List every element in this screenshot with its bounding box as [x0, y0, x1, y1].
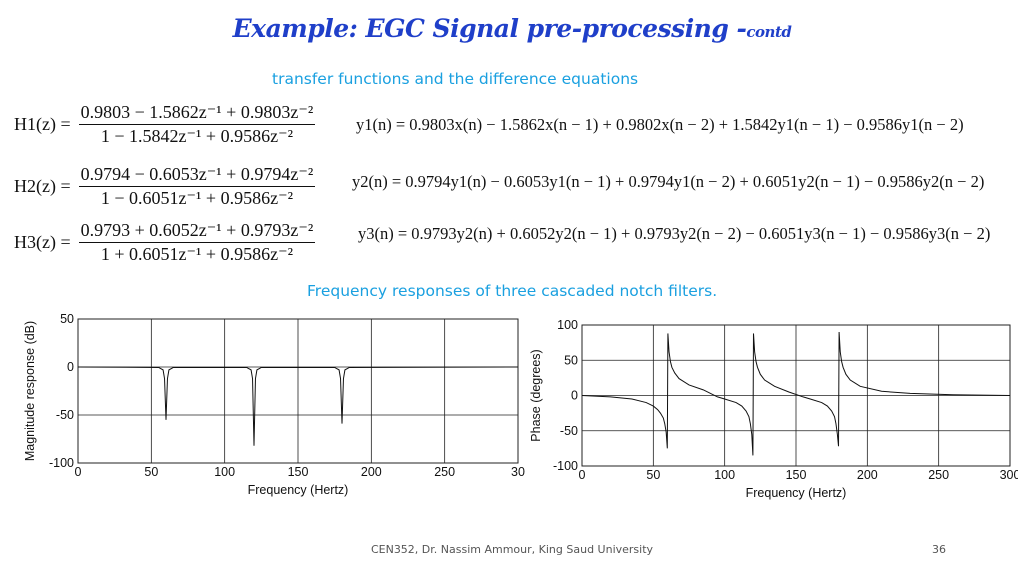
tf-lhs: H1(z) =	[14, 114, 71, 134]
y-tick-label: -50	[560, 424, 578, 438]
tf-denominator: 1 − 1.5842z⁻¹ + 0.9586z⁻²	[100, 126, 293, 146]
slide-title: Example: EGC Signal pre-processing -cont…	[0, 14, 1024, 43]
x-tick-label: 30	[511, 465, 525, 479]
series-line	[581, 332, 1011, 456]
x-axis-label: Frequency (Hertz)	[248, 483, 349, 497]
y-tick-label: 100	[557, 318, 578, 332]
x-tick-label: 100	[214, 465, 235, 479]
y-tick-label: -100	[553, 459, 578, 473]
x-tick-label: 100	[714, 468, 735, 482]
tf-denominator: 1 − 0.6051z⁻¹ + 0.9586z⁻²	[100, 188, 293, 208]
x-tick-label: 50	[646, 468, 660, 482]
transfer-function-3: H3(z) = 0.9793 + 0.6052z⁻¹ + 0.9793z⁻² 1…	[14, 220, 316, 265]
transfer-function-1: H1(z) = 0.9803 − 1.5862z⁻¹ + 0.9803z⁻² 1…	[14, 102, 316, 147]
magnitude-response-chart: 0 50 100 150 200 250 30 50 0 -50 -100 Frequency (He…	[23, 312, 525, 497]
series-line	[77, 366, 519, 446]
tf-numerator: 0.9794 − 0.6053z⁻¹ + 0.9794z⁻²	[78, 164, 316, 187]
y-tick-label: -50	[56, 408, 74, 422]
y-axis-label: Magnitude response (dB)	[23, 321, 37, 461]
title-suffix: contd	[746, 23, 792, 41]
y-tick-label: 0	[67, 360, 74, 374]
tf-lhs: H2(z) =	[14, 176, 71, 196]
y-tick-label: -100	[49, 456, 74, 470]
caption-frequency-responses: Frequency responses of three cascaded no…	[307, 282, 718, 300]
x-tick-label: 0	[75, 465, 82, 479]
x-tick-label: 250	[434, 465, 455, 479]
difference-equation-2: y2(n) = 0.9794y1(n) − 0.6053y1(n − 1) + …	[352, 172, 985, 191]
tf-fraction: 0.9794 − 0.6053z⁻¹ + 0.9794z⁻² 1 − 0.605…	[78, 164, 316, 209]
tf-lhs: H3(z) =	[14, 232, 71, 252]
tf-denominator: 1 + 0.6051z⁻¹ + 0.9586z⁻²	[100, 244, 293, 264]
y-axis-label: Phase (degrees)	[529, 349, 543, 441]
tf-numerator: 0.9793 + 0.6052z⁻¹ + 0.9793z⁻²	[78, 220, 316, 243]
x-axis-label: Frequency (Hertz)	[746, 486, 847, 500]
y-tick-label: 50	[60, 312, 74, 326]
tf-numerator: 0.9803 − 1.5862z⁻¹ + 0.9803z⁻²	[78, 102, 316, 125]
x-tick-label: 200	[361, 465, 382, 479]
x-tick-label: 150	[786, 468, 807, 482]
transfer-function-2: H2(z) = 0.9794 − 0.6053z⁻¹ + 0.9794z⁻² 1…	[14, 164, 316, 209]
title-main: Example: EGC Signal pre-processing -	[232, 14, 747, 43]
phase-response-chart: 0 50 100 150 200 250 300 100 50 0 -50 -100 Frequency…	[529, 318, 1018, 500]
footer-text: CEN352, Dr. Nassim Ammour, King Saud Uni…	[370, 543, 654, 556]
x-tick-label: 250	[928, 468, 949, 482]
difference-equation-3: y3(n) = 0.9793y2(n) + 0.6052y2(n − 1) + …	[358, 224, 991, 243]
tf-fraction: 0.9803 − 1.5862z⁻¹ + 0.9803z⁻² 1 − 1.584…	[78, 102, 316, 147]
difference-equation-1: y1(n) = 0.9803x(n) − 1.5862x(n − 1) + 0.…	[356, 115, 964, 134]
x-tick-label: 50	[144, 465, 158, 479]
x-tick-label: 300	[1000, 468, 1018, 482]
y-tick-label: 50	[564, 353, 578, 367]
x-tick-label: 0	[579, 468, 586, 482]
x-tick-label: 200	[857, 468, 878, 482]
x-tick-label: 150	[288, 465, 309, 479]
tf-fraction: 0.9793 + 0.6052z⁻¹ + 0.9793z⁻² 1 + 0.605…	[78, 220, 316, 265]
page-number: 36	[932, 543, 946, 556]
y-tick-label: 0	[571, 389, 578, 403]
caption-transfer-functions: transfer functions and the difference eq…	[272, 70, 639, 88]
